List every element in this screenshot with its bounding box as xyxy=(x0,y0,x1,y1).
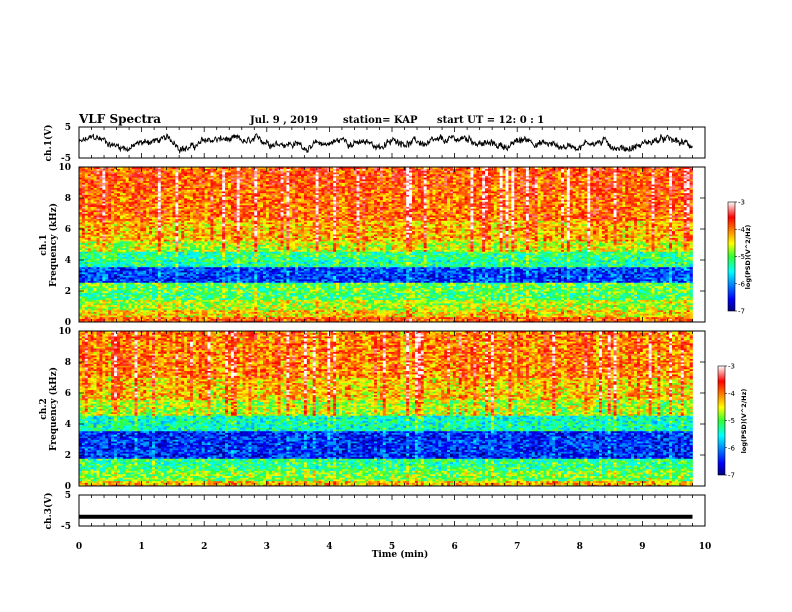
ch1-waveform-ticks xyxy=(79,127,705,158)
station-label: station= KAP xyxy=(343,115,418,126)
ch1-waveform-panel: 5 -5 ch.1(V) xyxy=(43,123,705,164)
start-ut-label: start UT = 12: 0 : 1 xyxy=(437,115,544,126)
ch1-waveform-line xyxy=(79,134,693,153)
figure-title: VLF Spectra xyxy=(78,112,161,126)
ch1-waveform-ylabel: ch.1(V) xyxy=(43,125,54,162)
ch1-ytick-top: 5 xyxy=(65,123,71,133)
date-label: Jul. 9 , 2019 xyxy=(249,115,318,126)
ch1-trace xyxy=(79,134,693,153)
ch1-spectrogram xyxy=(79,167,693,322)
